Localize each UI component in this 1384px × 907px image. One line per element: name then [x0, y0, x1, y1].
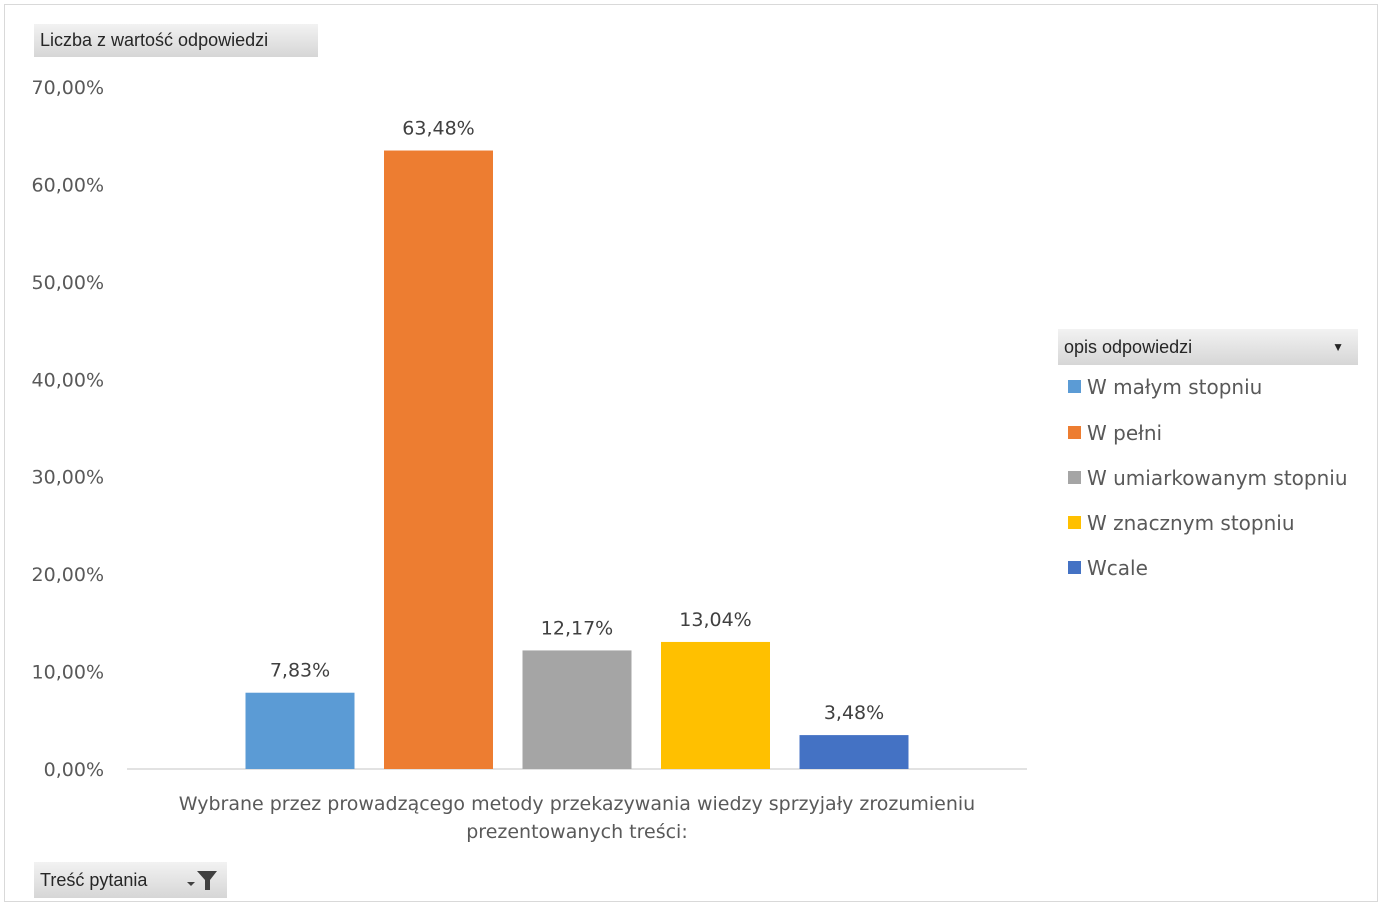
value-field-label: Liczba z wartość odpowiedzi	[40, 30, 269, 50]
legend-item-w-malym-stopniu[interactable]: W małym stopniu	[1068, 375, 1262, 399]
legend-field-label: opis odpowiedzi	[1064, 337, 1193, 357]
data-label: 7,83%	[270, 660, 330, 682]
axis-field-label: Treść pytania	[40, 870, 148, 890]
legend-swatch	[1068, 380, 1081, 393]
dropdown-arrow-icon: ▼	[1332, 340, 1344, 354]
y-tick-label: 60,00%	[32, 174, 104, 196]
y-tick-label: 50,00%	[32, 272, 104, 294]
x-axis-title-line-2: prezentowanych treści:	[466, 821, 688, 843]
bar	[384, 150, 493, 769]
data-label: 12,17%	[541, 617, 613, 639]
y-tick-label: 30,00%	[32, 467, 104, 489]
legend-item-w-znacznym-stopniu[interactable]: W znacznym stopniu	[1068, 511, 1295, 535]
y-tick-label: 20,00%	[32, 564, 104, 586]
data-label: 13,04%	[679, 609, 751, 631]
axis-field-button[interactable]: Treść pytania	[34, 862, 227, 898]
legend-swatch	[1068, 426, 1081, 439]
legend-label: W małym stopniu	[1087, 375, 1263, 399]
filter-icon[interactable]	[185, 868, 219, 892]
data-label: 63,48%	[402, 118, 474, 140]
legend-label: W pełni	[1087, 421, 1163, 445]
legend-swatch	[1068, 471, 1081, 484]
y-tick-label: 40,00%	[32, 369, 104, 391]
y-tick-label: 0,00%	[44, 759, 104, 781]
y-tick-label: 70,00%	[32, 77, 104, 99]
legend-label: W znacznym stopniu	[1087, 511, 1295, 535]
legend-item-w-umiarkowanym-stopniu[interactable]: W umiarkowanym stopniu	[1068, 466, 1348, 490]
chart-frame	[4, 4, 1378, 902]
legend-swatch	[1068, 516, 1081, 529]
legend-item-wcale[interactable]: Wcale	[1068, 556, 1148, 580]
bar	[522, 650, 632, 769]
bar	[245, 692, 355, 769]
bar	[799, 735, 909, 769]
data-label: 3,48%	[824, 702, 884, 724]
bar	[661, 641, 770, 769]
value-field-button[interactable]: Liczba z wartość odpowiedzi	[34, 24, 318, 57]
legend-swatch	[1068, 561, 1081, 574]
y-tick-label: 10,00%	[32, 662, 104, 684]
x-axis-title-line-1: Wybrane przez prowadzącego metody przeka…	[178, 793, 976, 815]
legend-item-w-pelni[interactable]: W pełni	[1068, 421, 1162, 445]
legend-label: W umiarkowanym stopniu	[1087, 466, 1348, 490]
legend-label: Wcale	[1087, 556, 1148, 580]
x-axis-title: Wybrane przez prowadzącego metody przeka…	[127, 790, 1027, 846]
legend-field-button[interactable]: opis odpowiedzi ▼	[1058, 329, 1358, 365]
